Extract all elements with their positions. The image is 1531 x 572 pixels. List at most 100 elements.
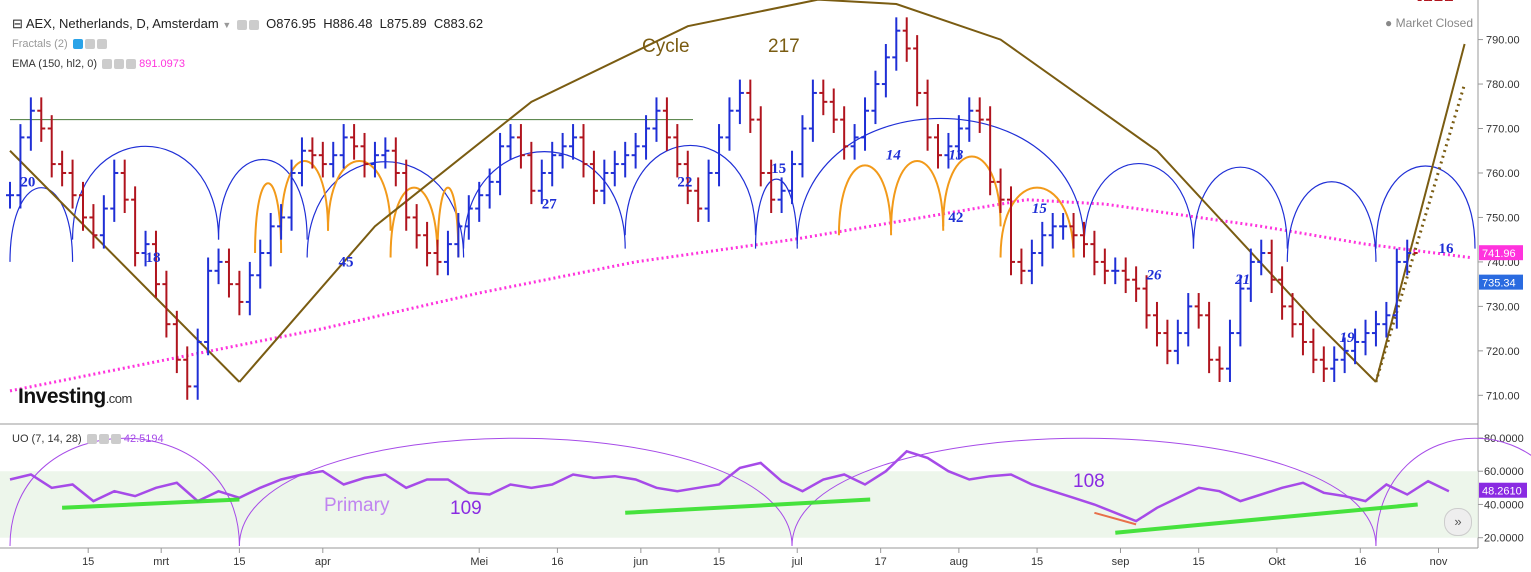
ohlc-bar [777, 177, 786, 213]
ohlc-bar [986, 106, 995, 196]
chevron-down-icon[interactable]: ▼ [222, 20, 232, 30]
primary-cycle-arc [1375, 437, 1531, 547]
cycle-count-label: 16 [1439, 241, 1455, 257]
primary-cycle-arc [238, 437, 793, 547]
ohlc-bar [975, 97, 984, 133]
ohlc-bar [923, 79, 932, 151]
time-tick-label: jun [632, 556, 648, 568]
ohlc-bar [767, 159, 776, 213]
ohlc-bar [99, 195, 108, 249]
settings-icon[interactable] [114, 59, 125, 70]
ema-indicator[interactable]: EMA (150, hl2, 0) 891.0973 [12, 58, 185, 70]
ohlc-bar [329, 141, 338, 178]
uo-tick-label: 20.0000 [1484, 533, 1524, 545]
settings-icon[interactable] [236, 19, 247, 30]
ohlc-bar [819, 79, 828, 116]
delete-icon[interactable] [126, 59, 137, 70]
uo-trendline [625, 497, 871, 515]
ohlc-bar [370, 141, 379, 178]
price-flag [1479, 274, 1523, 290]
ohlc-bar [934, 124, 943, 169]
ohlc-bar [662, 97, 671, 151]
ohlc-bar [694, 177, 703, 222]
ohlc-bar [214, 248, 223, 285]
ohlc-bar [861, 97, 870, 151]
settings-icon[interactable] [84, 39, 95, 50]
uo-flag-label: 48.2610 [1482, 486, 1522, 498]
fractals-indicator[interactable]: Fractals (2) [12, 38, 107, 50]
uo-value: 42.5194 [123, 433, 164, 445]
primary-cycle-arc [791, 437, 1377, 547]
visibility-icon[interactable] [102, 59, 113, 70]
visibility-icon[interactable] [86, 434, 97, 445]
orange-cycle-arc [254, 182, 283, 254]
uo-indicator[interactable]: UO (7, 14, 28) 42.5194 [12, 433, 164, 445]
ohlc-bar [704, 159, 713, 222]
uo-trendline [62, 497, 240, 510]
ohlc-bar [277, 204, 286, 240]
cycle-count-label: 15 [1032, 201, 1048, 217]
ohlc-bar [1413, 0, 1422, 255]
cycle-count-label: 14 [886, 148, 902, 164]
cycle-count-label: 18 [146, 250, 161, 266]
ohlc-bar [6, 181, 14, 209]
ohlc-bar [47, 115, 56, 178]
blue-cycle-arc [754, 178, 798, 249]
ohlc-bar [1340, 337, 1349, 374]
ohlc-bar [381, 137, 390, 169]
ohlc-bar [475, 181, 484, 222]
ohlc-bar [548, 141, 557, 187]
low-label: L [379, 16, 387, 31]
ohlc-bar [840, 106, 849, 160]
market-status: ● Market Closed [1385, 16, 1473, 30]
uo-trendline [1115, 502, 1418, 535]
ohlc-bar [1382, 301, 1391, 338]
ohlc-bar [610, 150, 619, 187]
price-tick-label: 770.00 [1486, 124, 1520, 136]
price-tick-label: 780.00 [1486, 79, 1520, 91]
time-tick-label: 15 [233, 556, 245, 568]
blue-cycle-arc [624, 144, 757, 236]
delete-icon[interactable] [248, 19, 259, 30]
cycle-value: 217 [768, 36, 800, 57]
ohlc-bar [339, 124, 348, 169]
collapse-icon[interactable]: ⊟ [12, 16, 23, 31]
delete-icon[interactable] [96, 39, 107, 50]
symbol-title: AEX, Netherlands, D, Amsterdam [25, 16, 219, 31]
visibility-icon[interactable] [72, 39, 83, 50]
ohlc-bar [297, 137, 306, 187]
ohlc-bar [433, 239, 442, 276]
time-tick-label: sep [1112, 556, 1130, 568]
ohlc-bar [1288, 293, 1297, 338]
scroll-right-icon[interactable]: » [1444, 508, 1472, 536]
ohlc-bar [725, 97, 734, 151]
ohlc-bar [1257, 239, 1266, 276]
ohlc-bar [746, 79, 755, 133]
ohlc-bar [256, 239, 265, 289]
price-tick-label: 760.00 [1486, 168, 1520, 180]
ohlc-bar [1173, 319, 1182, 365]
projection-line [1374, 43, 1466, 383]
blue-cycle-arc [1192, 166, 1288, 249]
blue-cycle-arc [1286, 181, 1377, 262]
ohlc-bar [37, 97, 46, 142]
ohlc-bar [120, 159, 129, 213]
ohlc-bar [1163, 319, 1172, 365]
blue-cycle-arc [1375, 165, 1476, 249]
ohlc-bar [89, 204, 98, 249]
settings-icon[interactable] [98, 434, 109, 445]
projection-dotted [1374, 83, 1467, 383]
logo-suffix: .com [105, 391, 133, 406]
ohlc-bar [485, 168, 494, 209]
ohlc-bar [141, 230, 150, 267]
ohlc-bar [1017, 248, 1026, 285]
delete-icon[interactable] [110, 434, 121, 445]
ohlc-bar [954, 115, 963, 160]
price-tick-label: 730.00 [1486, 301, 1520, 313]
ohlc-bar [850, 124, 859, 160]
ohlc-bar [110, 159, 119, 222]
time-tick-label: Okt [1268, 556, 1285, 568]
cycle-count-label: 20 [20, 174, 35, 190]
cycle-prior-arc [9, 150, 241, 383]
